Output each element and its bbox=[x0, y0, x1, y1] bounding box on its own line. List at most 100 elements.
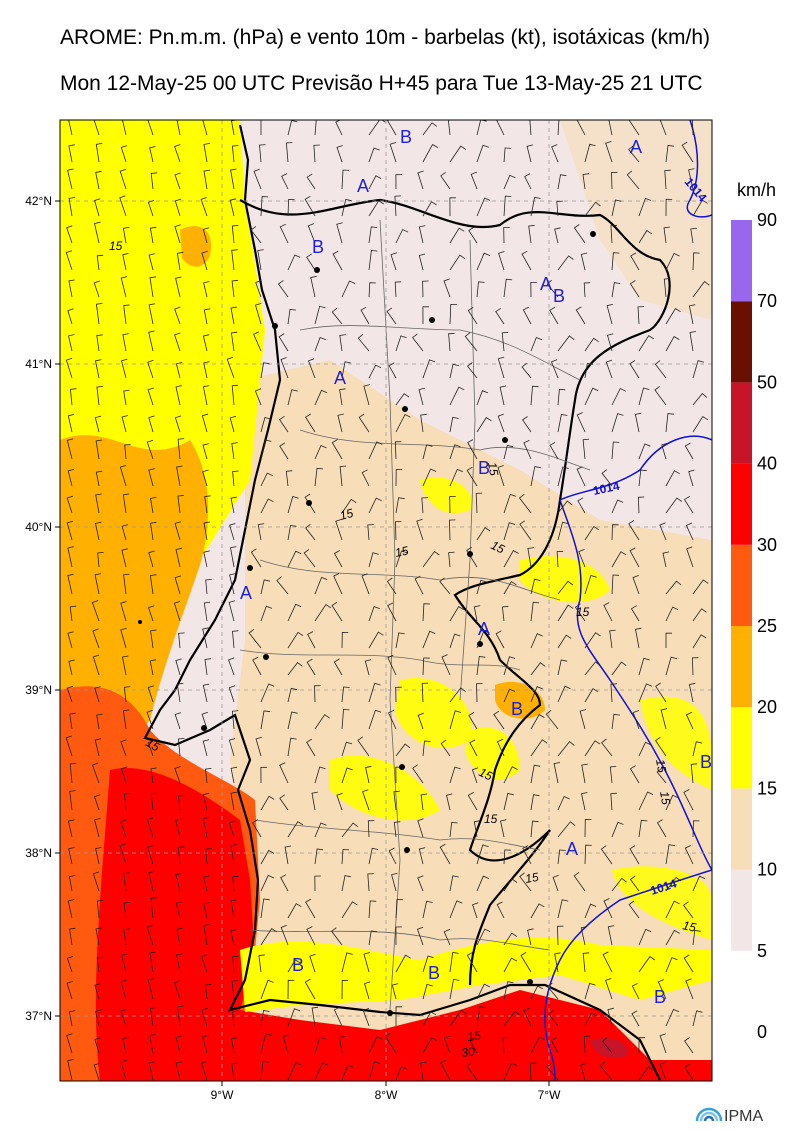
wind-barb bbox=[522, 845, 532, 865]
wind-barb bbox=[202, 683, 210, 703]
wind-barb bbox=[417, 818, 424, 838]
wind-barb bbox=[583, 282, 591, 298]
wind-barb bbox=[440, 1059, 451, 1081]
wind-barb bbox=[584, 844, 592, 865]
wind-barb bbox=[530, 903, 545, 919]
wind-barb bbox=[285, 470, 293, 487]
colorbar-label: 90 bbox=[757, 210, 777, 230]
wind-barb bbox=[549, 441, 559, 460]
colorbar-swatch bbox=[731, 301, 752, 383]
wind-barb bbox=[95, 303, 103, 325]
wind-barb bbox=[391, 872, 398, 892]
wind-barb bbox=[665, 656, 678, 676]
forecast-subtitle: Mon 12-May-25 00 UTC Previsão H+45 para … bbox=[60, 72, 703, 95]
spain-portugal-border bbox=[239, 198, 671, 986]
wind-barb bbox=[96, 386, 103, 406]
wind-barb bbox=[228, 738, 236, 757]
wind-barb bbox=[449, 978, 460, 1000]
wind-barb bbox=[422, 550, 440, 568]
wind-barb bbox=[314, 766, 326, 784]
wind-barb bbox=[94, 415, 102, 433]
wind-barb bbox=[147, 200, 155, 217]
lat-label-42: 42°N bbox=[25, 194, 52, 208]
wind-barb bbox=[368, 709, 382, 730]
wind-barb bbox=[368, 682, 381, 703]
wind-barb bbox=[91, 600, 100, 622]
wind-barb bbox=[341, 280, 356, 298]
colorbar-swatch bbox=[731, 463, 752, 545]
wind-barbs-layer bbox=[65, 120, 710, 1081]
wind-barb bbox=[122, 1037, 129, 1054]
wind-barb bbox=[226, 356, 235, 379]
wind-barb bbox=[205, 768, 212, 784]
wind-barb bbox=[578, 549, 586, 568]
wind-barb bbox=[659, 522, 667, 541]
wind-barb bbox=[123, 872, 130, 892]
wind-barb bbox=[638, 928, 652, 946]
wind-barb bbox=[260, 710, 270, 730]
wind-barb bbox=[93, 280, 101, 298]
wind-barb bbox=[66, 685, 74, 703]
wind-barb bbox=[551, 144, 559, 163]
wind-barb bbox=[121, 415, 129, 433]
wind-barb bbox=[692, 360, 705, 379]
wind-barb bbox=[395, 228, 409, 244]
wind-barb bbox=[257, 523, 265, 541]
wind-barb bbox=[638, 1066, 654, 1081]
wind-barb bbox=[503, 227, 510, 244]
wind-barb bbox=[391, 983, 399, 1000]
wind-barb bbox=[664, 169, 671, 190]
wind-barb bbox=[148, 303, 156, 325]
wind-barb bbox=[522, 306, 532, 325]
wind-barb bbox=[230, 331, 238, 352]
wind-barb bbox=[341, 767, 353, 784]
wind-barb bbox=[311, 791, 318, 811]
wind-barb bbox=[367, 873, 374, 892]
wind-barb bbox=[94, 983, 101, 1000]
low-label-north: B bbox=[400, 127, 412, 147]
wind-barb bbox=[250, 548, 262, 568]
wind-barb bbox=[203, 308, 211, 325]
wind-barb bbox=[150, 629, 157, 649]
wind-barb bbox=[305, 413, 316, 433]
wind-barb bbox=[550, 1037, 559, 1054]
isotach-label: 15 bbox=[144, 735, 163, 754]
wind-barb bbox=[175, 872, 182, 892]
wind-barb bbox=[94, 738, 102, 757]
wind-barb bbox=[422, 444, 433, 460]
wind-barb bbox=[609, 766, 617, 784]
wind-barb bbox=[394, 195, 401, 217]
wind-barb bbox=[284, 845, 292, 865]
wind-barb bbox=[574, 603, 586, 622]
wind-barb bbox=[202, 739, 210, 757]
wind-barb bbox=[305, 523, 316, 541]
wind-barb bbox=[332, 250, 343, 271]
wind-barb bbox=[638, 657, 650, 676]
wind-barb bbox=[499, 385, 507, 406]
wind-barb bbox=[341, 979, 349, 1000]
wind-barb bbox=[476, 144, 489, 163]
wind-barb bbox=[530, 985, 544, 1000]
wind-barb bbox=[530, 1036, 546, 1054]
wind-barb bbox=[228, 820, 236, 838]
wind-barb bbox=[476, 579, 487, 595]
graticule bbox=[60, 120, 712, 1081]
wind-barb bbox=[665, 413, 674, 433]
isotach-label: 15 bbox=[394, 543, 410, 560]
wind-barb bbox=[681, 141, 694, 163]
wind-barb bbox=[68, 847, 75, 865]
wind-barb bbox=[473, 605, 481, 622]
wind-barb bbox=[95, 470, 103, 487]
wind-barb bbox=[683, 954, 694, 973]
wind-barb bbox=[448, 332, 455, 352]
wind-barb bbox=[69, 605, 77, 622]
wind-barb bbox=[660, 708, 668, 730]
wind-barb bbox=[421, 682, 429, 703]
wind-barb bbox=[260, 498, 274, 514]
wind-barb bbox=[665, 844, 675, 865]
wind-barb bbox=[387, 709, 397, 730]
wind-barb bbox=[368, 552, 379, 568]
wind-barb bbox=[582, 173, 590, 190]
wind-barb bbox=[501, 331, 509, 352]
wind-barb bbox=[176, 927, 183, 946]
